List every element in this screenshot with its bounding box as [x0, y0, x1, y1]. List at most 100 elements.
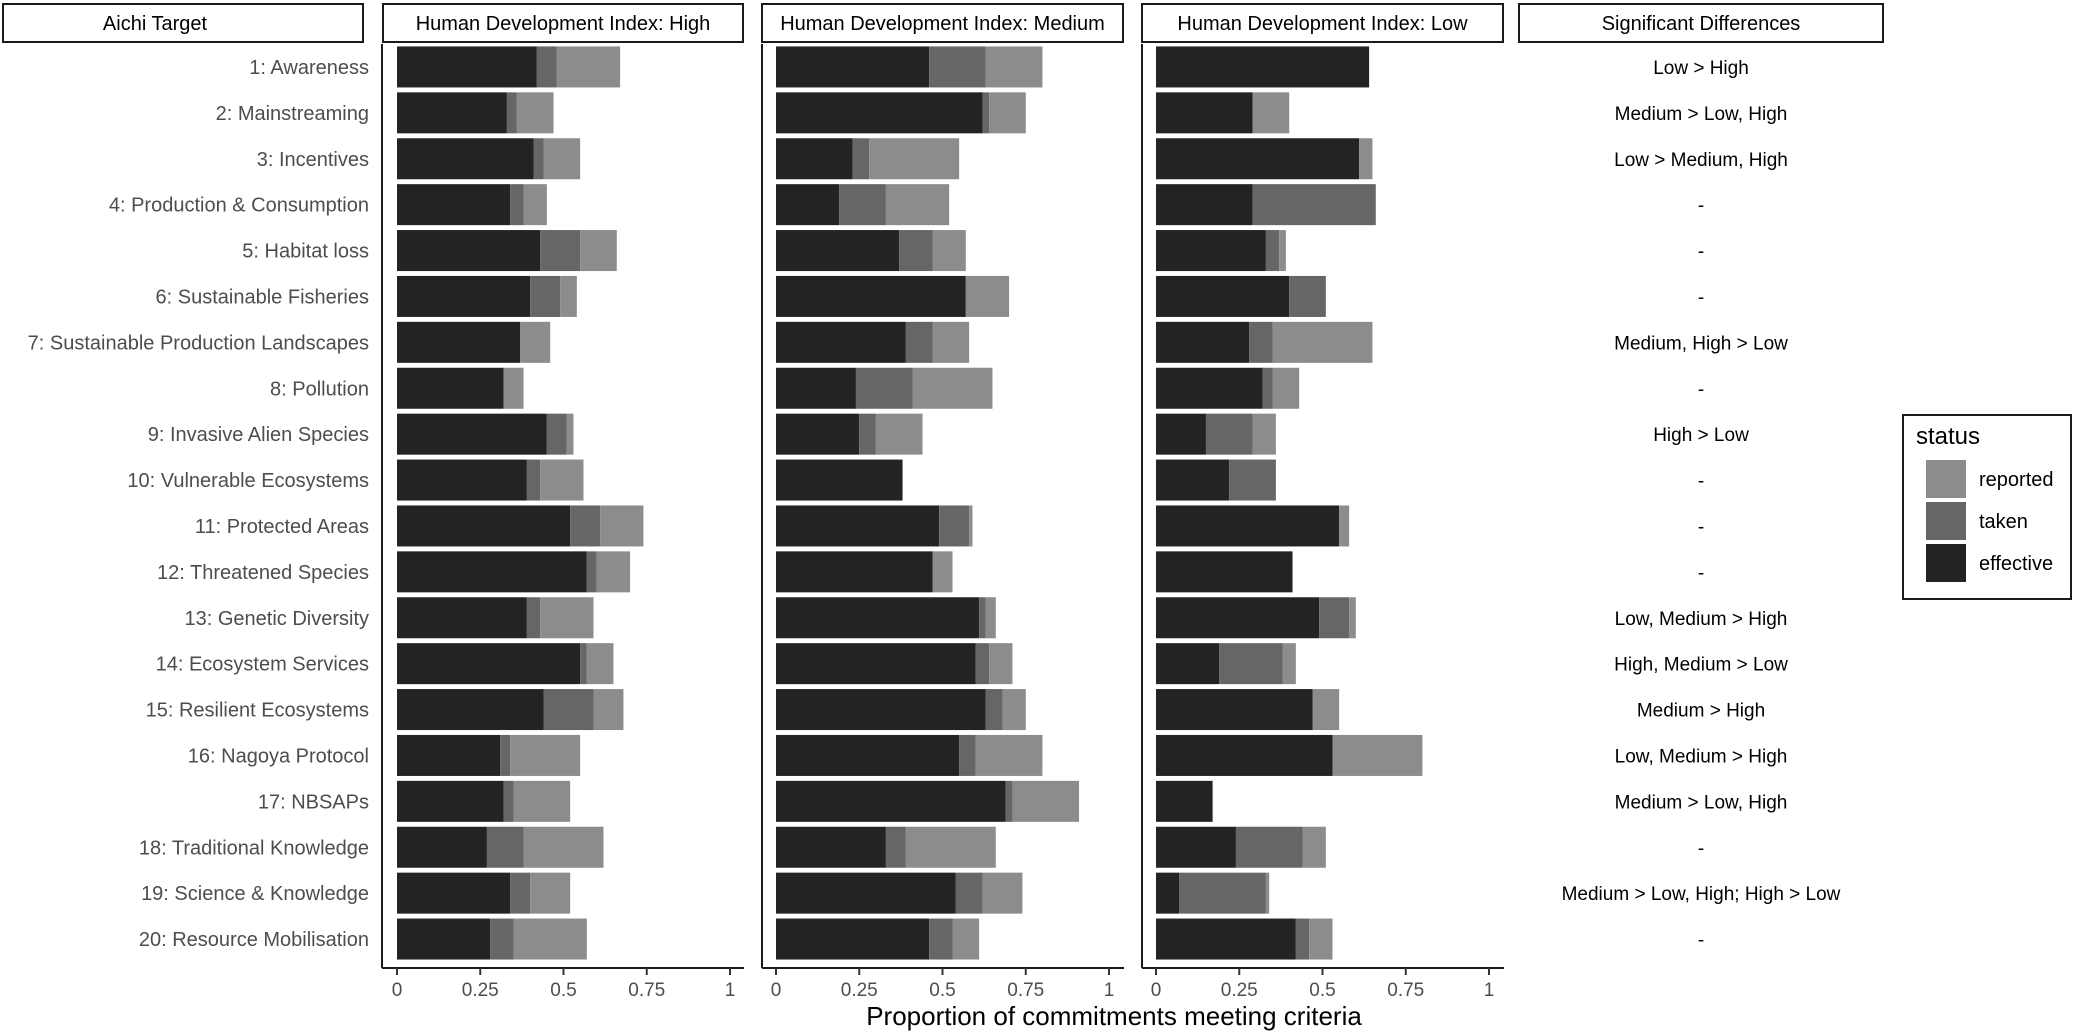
bar-effective: [776, 597, 980, 639]
significant-difference: Medium > Low, High; High > Low: [1562, 884, 1841, 905]
bar-taken: [580, 643, 587, 685]
bar-reported: [1332, 734, 1423, 776]
bar-taken: [506, 92, 517, 134]
bar-taken: [486, 826, 524, 868]
significant-difference: Medium > Low, High: [1615, 792, 1788, 813]
bar-effective: [397, 689, 544, 731]
bar-taken: [503, 780, 514, 822]
bar-effective: [776, 689, 986, 731]
significant-difference: -: [1698, 517, 1704, 538]
bar-reported: [932, 321, 970, 363]
bar-effective: [776, 46, 930, 88]
bar-effective: [776, 367, 856, 409]
legend-key-reported: [1926, 460, 1966, 498]
bar-reported: [1312, 689, 1340, 731]
bar-effective: [1156, 872, 1180, 914]
bar-taken: [1265, 230, 1280, 272]
bar-reported: [523, 826, 604, 868]
bar-taken: [982, 92, 990, 134]
significant-difference: High > Low: [1653, 425, 1749, 446]
bar-effective: [1156, 643, 1220, 685]
bar-effective: [1156, 138, 1360, 180]
bar-reported: [869, 138, 960, 180]
significant-difference: Medium, High > Low: [1614, 333, 1788, 354]
x-tick-label: 1: [1104, 980, 1115, 1001]
bar-effective: [397, 46, 537, 88]
bar-taken: [855, 367, 913, 409]
bar-reported: [523, 184, 547, 226]
bar-reported: [989, 92, 1026, 134]
bar-effective: [1156, 734, 1333, 776]
x-tick-label: 0: [1151, 980, 1162, 1001]
bar-reported: [1272, 321, 1373, 363]
bar-effective: [397, 230, 541, 272]
bar-taken: [859, 413, 876, 455]
row-label: 15: Resilient Ecosystems: [146, 700, 369, 722]
significant-difference: High, Medium > Low: [1614, 655, 1788, 676]
bar-taken: [540, 230, 581, 272]
bar-taken: [1252, 184, 1376, 226]
panel-3: Human Development Index: Low 0 0.25 0.5 0.75…: [1141, 3, 1504, 1001]
panel-title: Human Development Index: Low: [1177, 13, 1468, 35]
bar-reported: [969, 505, 973, 547]
legend-key-taken: [1926, 502, 1966, 540]
significant-difference: -: [1698, 930, 1704, 951]
diff-header-title: Significant Differences: [1602, 13, 1801, 35]
bar-reported: [510, 734, 581, 776]
bar-taken: [905, 321, 933, 363]
row-label: 16: Nagoya Protocol: [188, 745, 369, 767]
bar-taken: [955, 872, 983, 914]
bar-taken: [885, 826, 906, 868]
bar-effective: [1156, 689, 1313, 731]
legend-title: status: [1916, 423, 1980, 450]
bar-reported: [985, 46, 1043, 88]
panel-1: Human Development Index: High 0 0.25 0.5 0.7…: [381, 3, 744, 1001]
bar-reported: [975, 734, 1043, 776]
bar-reported: [540, 597, 594, 639]
bar-taken: [510, 872, 531, 914]
row-label: 3: Incentives: [257, 149, 369, 171]
bar-reported: [586, 643, 614, 685]
bar-effective: [776, 826, 886, 868]
bar-effective: [776, 551, 933, 593]
bar-taken: [979, 597, 986, 639]
bar-effective: [1156, 367, 1263, 409]
significant-difference: Medium > High: [1637, 701, 1765, 722]
significant-difference: Low > Medium, High: [1614, 150, 1788, 171]
legend-label-taken: taken: [1979, 511, 2028, 533]
bar-reported: [520, 321, 551, 363]
bar-effective: [776, 918, 930, 960]
x-tick-label: 1: [725, 980, 736, 1001]
bar-reported: [600, 505, 644, 547]
bar-reported: [989, 643, 1013, 685]
bar-effective: [397, 872, 511, 914]
bar-effective: [397, 92, 507, 134]
bar-taken: [1235, 826, 1303, 868]
bar-effective: [776, 505, 940, 547]
bar-taken: [543, 689, 594, 731]
bar-effective: [776, 734, 960, 776]
bar-taken: [1319, 597, 1350, 639]
bar-effective: [1156, 780, 1213, 822]
legend-label-reported: reported: [1979, 469, 2054, 491]
x-tick-label: 0.75: [1007, 980, 1044, 1001]
significant-difference: Low, Medium > High: [1615, 746, 1788, 767]
bar-effective: [776, 780, 1006, 822]
significant-difference: -: [1698, 838, 1704, 859]
bar-taken: [899, 230, 933, 272]
bar-reported: [932, 230, 966, 272]
bar-effective: [776, 321, 906, 363]
x-tick-label: 0.5: [1309, 980, 1335, 1001]
row-label: 20: Resource Mobilisation: [139, 929, 369, 951]
x-tick-label: 0.25: [841, 980, 878, 1001]
bar-effective: [397, 505, 571, 547]
bar-taken: [1249, 321, 1273, 363]
bar-effective: [397, 184, 511, 226]
significant-difference: Medium > Low, High: [1615, 104, 1788, 125]
bar-reported: [885, 184, 950, 226]
bar-effective: [397, 597, 527, 639]
significant-difference: -: [1698, 242, 1704, 263]
bar-effective: [397, 459, 527, 501]
x-tick-label: 0.5: [550, 980, 576, 1001]
